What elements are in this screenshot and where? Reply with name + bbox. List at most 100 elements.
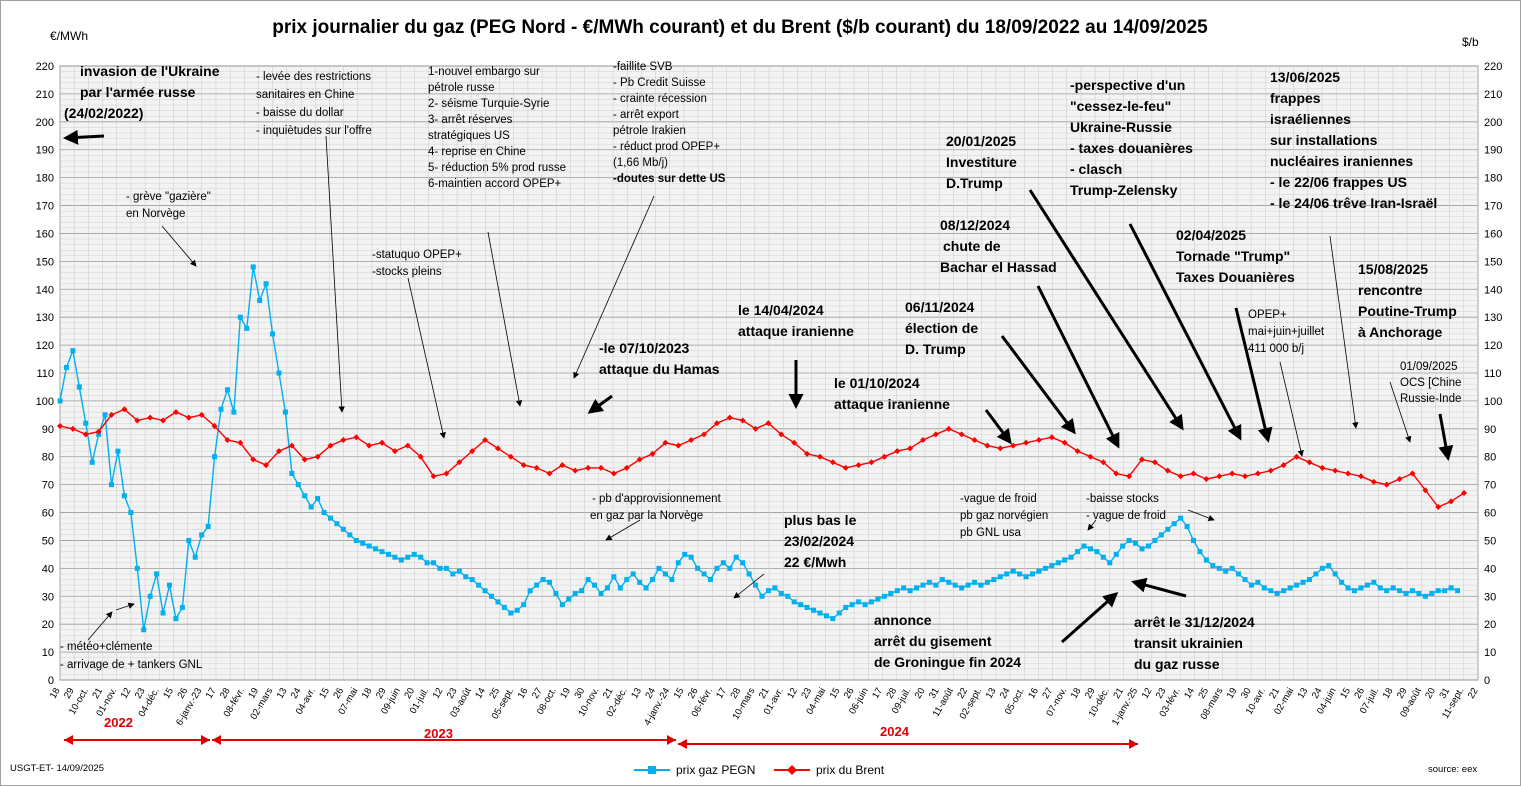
- data-point-gas: [1036, 568, 1042, 574]
- data-point-brent: [610, 470, 617, 477]
- data-point-gas: [1210, 563, 1216, 569]
- annotation-pointer: [1389, 381, 1412, 443]
- annotation-arrow: [1000, 335, 1076, 435]
- data-point-gas: [1107, 560, 1113, 566]
- y-tick-label-left: 0: [48, 675, 54, 687]
- period-arrowhead: [201, 735, 210, 745]
- data-point-gas: [489, 593, 495, 599]
- data-point-brent: [739, 417, 746, 424]
- data-point-gas: [1068, 554, 1074, 560]
- data-point-gas: [302, 493, 308, 499]
- x-tick-label: 21: [1267, 686, 1282, 701]
- data-point-brent: [1267, 467, 1274, 474]
- data-point-brent: [881, 453, 888, 460]
- data-point-brent: [920, 436, 927, 443]
- annotation-meteo: - météo+clémente - arrivage de + tankers…: [60, 641, 203, 671]
- data-point-brent: [314, 453, 321, 460]
- annotation-pointer: [1187, 509, 1215, 521]
- data-point-gas: [907, 588, 913, 594]
- data-point-brent: [958, 431, 965, 438]
- y-tick-label-right: 180: [1484, 173, 1502, 185]
- annotation-ukraine: invasion de l'Ukraine par l'armée russe …: [64, 63, 223, 121]
- data-point-gas: [650, 577, 656, 583]
- data-point-gas: [617, 585, 623, 591]
- data-point-gas: [205, 524, 211, 529]
- data-point-brent: [494, 445, 501, 452]
- data-point-brent: [1435, 503, 1442, 510]
- y-tick-label-left: 140: [36, 284, 54, 296]
- series-layer: [57, 264, 1467, 633]
- x-tick-label: 22: [1466, 686, 1481, 701]
- data-point-gas: [340, 526, 346, 532]
- data-point-gas: [939, 577, 945, 583]
- x-tick-label: 15: [828, 686, 843, 701]
- data-point-brent: [1396, 476, 1403, 483]
- data-point-gas: [579, 588, 585, 594]
- data-point-gas: [933, 582, 939, 588]
- annotation-greve: - grève "gazière" en Norvège: [126, 191, 214, 220]
- data-point-gas: [946, 579, 952, 585]
- x-tick-label: 13: [1296, 686, 1311, 701]
- data-point-brent: [804, 450, 811, 457]
- data-point-brent: [1035, 436, 1042, 443]
- data-point-gas: [1326, 563, 1332, 569]
- data-point-gas: [830, 616, 836, 622]
- data-point-gas: [63, 364, 69, 370]
- data-point-gas: [115, 448, 121, 454]
- annotation-arrow: [63, 129, 105, 145]
- data-point-brent: [1023, 439, 1030, 446]
- data-point-brent: [507, 453, 514, 460]
- chart-title: prix journalier du gaz (PEG Nord - €/MWh…: [272, 17, 1208, 38]
- y-axis-right-label: $/b: [1462, 35, 1479, 49]
- data-point-gas: [972, 579, 978, 585]
- data-point-brent: [752, 425, 759, 432]
- data-point-gas: [1203, 557, 1209, 563]
- data-point-gas: [1364, 582, 1370, 588]
- data-point-brent: [1409, 470, 1416, 477]
- data-point-gas: [1152, 537, 1158, 543]
- series-prix-du-brent: [57, 406, 1467, 510]
- data-point-gas: [1390, 585, 1396, 591]
- data-point-gas: [57, 398, 63, 404]
- data-point-gas: [237, 314, 243, 320]
- data-point-gas: [450, 571, 456, 577]
- data-point-gas: [373, 546, 379, 552]
- y-tick-label-left: 80: [42, 452, 54, 464]
- data-point-gas: [76, 384, 82, 390]
- y-tick-label-left: 40: [42, 563, 54, 575]
- data-point-gas: [559, 602, 565, 608]
- data-point-gas: [1306, 577, 1312, 583]
- x-tick-label: 12: [431, 686, 446, 701]
- annotation-froid-2: -baisse stocks - vague de froid: [1086, 493, 1166, 522]
- data-point-gas: [392, 554, 398, 560]
- data-point-gas: [102, 412, 108, 418]
- data-point-gas: [192, 554, 198, 560]
- data-point-gas: [134, 565, 140, 571]
- data-point-gas: [1313, 571, 1319, 577]
- data-point-brent: [791, 439, 798, 446]
- period-arrowhead: [1129, 739, 1138, 749]
- data-point-brent: [713, 420, 720, 427]
- data-point-gas: [778, 590, 784, 596]
- data-point-gas: [308, 504, 314, 510]
- data-point-gas: [1409, 588, 1415, 594]
- data-point-gas: [199, 532, 205, 538]
- data-point-brent: [391, 448, 398, 455]
- data-point-gas: [926, 579, 932, 585]
- data-point-brent: [675, 442, 682, 449]
- x-tick-label: 15: [161, 686, 176, 701]
- data-point-gas: [1442, 588, 1448, 594]
- data-point-gas: [553, 590, 559, 596]
- legend-gas-marker: [648, 766, 656, 774]
- data-point-gas: [353, 537, 359, 543]
- data-point-gas: [753, 582, 759, 588]
- x-tick-label: 27: [530, 686, 545, 701]
- data-point-gas: [862, 602, 868, 608]
- data-point-brent: [353, 434, 360, 441]
- y-tick-label-right: 0: [1484, 675, 1490, 687]
- data-point-gas: [89, 459, 95, 465]
- data-point-brent: [224, 436, 231, 443]
- data-point-gas: [901, 585, 907, 591]
- data-point-gas: [128, 510, 134, 516]
- data-point-gas: [1223, 568, 1229, 574]
